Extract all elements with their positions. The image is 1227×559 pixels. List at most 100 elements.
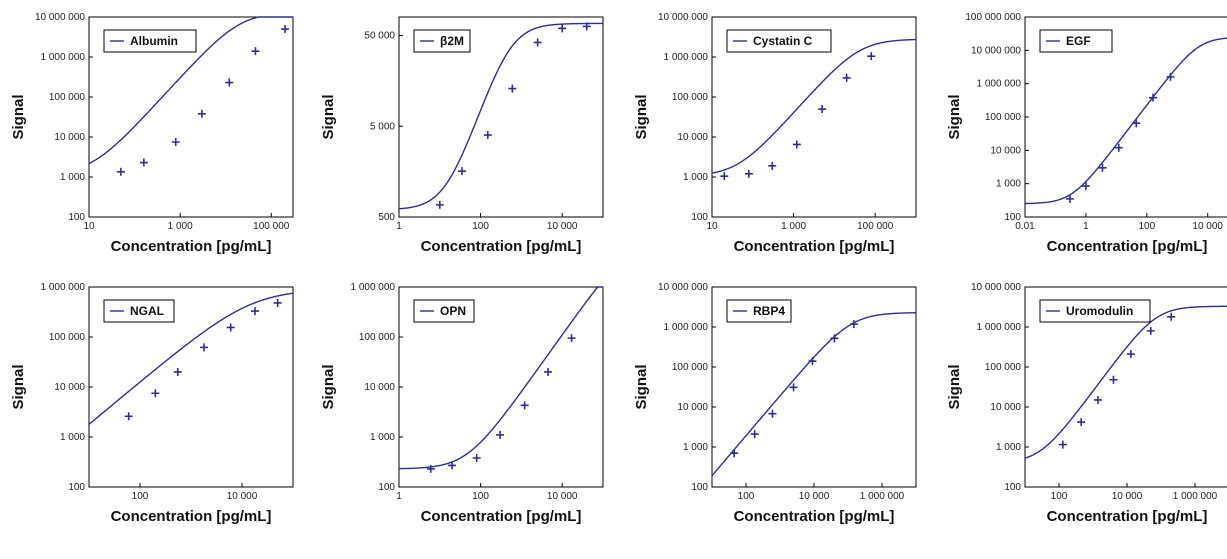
- x-tick-label: 10: [83, 221, 95, 232]
- x-tick-label: 1: [396, 491, 402, 502]
- data-point: [849, 320, 858, 329]
- data-point: [139, 158, 148, 167]
- data-point: [808, 357, 817, 366]
- x-axis-title: Concentration [pg/mL]: [734, 508, 895, 525]
- y-tick-label: 10 000 000: [971, 282, 1021, 293]
- y-tick-label: 100: [691, 212, 708, 223]
- data-point: [818, 105, 827, 114]
- y-tick-label: 10 000: [677, 402, 708, 413]
- y-tick-label: 1 000: [683, 172, 708, 183]
- y-tick-label: 100: [68, 482, 85, 493]
- y-axis-title: Signal: [633, 94, 650, 139]
- legend-label: RBP4: [753, 304, 785, 318]
- x-tick-label: 100 000: [857, 221, 894, 232]
- data-point: [842, 73, 851, 82]
- legend-label: OPN: [440, 304, 466, 318]
- x-axis-title: Concentration [pg/mL]: [421, 238, 582, 255]
- x-tick-label: 1 000: [781, 221, 806, 232]
- y-tick-label: 1 000: [996, 442, 1021, 453]
- fit-curve: [88, 292, 294, 425]
- fit-curve: [398, 22, 603, 210]
- y-tick-label: 1 000: [60, 172, 85, 183]
- x-axis-title: Concentration [pg/mL]: [111, 238, 272, 255]
- data-point: [496, 430, 505, 439]
- y-tick-label: 500: [378, 212, 395, 223]
- data-point: [558, 24, 567, 33]
- y-axis-title: Signal: [320, 364, 337, 409]
- y-tick-label: 10 000: [990, 145, 1021, 156]
- x-tick-label: 100: [132, 491, 149, 502]
- chart-panel: 100 1 000 10 000 100 000 1 000 000 10 000 000…: [633, 12, 917, 255]
- data-point: [768, 409, 777, 418]
- data-point: [483, 131, 492, 140]
- y-tick-label: 1 000 000: [41, 52, 86, 63]
- y-tick-label: 100: [68, 212, 85, 223]
- x-axis-title: Concentration [pg/mL]: [734, 238, 895, 255]
- data-point: [1146, 326, 1155, 335]
- data-point: [448, 461, 457, 470]
- data-point: [792, 140, 801, 149]
- data-point: [124, 412, 133, 421]
- x-tick-label: 1: [1083, 221, 1089, 232]
- data-point: [867, 52, 876, 61]
- data-point: [544, 367, 553, 376]
- x-axis-title: Concentration [pg/mL]: [1047, 238, 1208, 255]
- y-axis-title: Signal: [946, 94, 963, 139]
- legend-box: [726, 29, 832, 53]
- x-tick-label: 1 000 000: [1173, 491, 1218, 502]
- data-point: [520, 401, 529, 410]
- data-point: [251, 47, 260, 56]
- data-point: [1149, 93, 1158, 102]
- y-tick-label: 100 000: [359, 332, 396, 343]
- y-axis-title: Signal: [320, 94, 337, 139]
- data-point: [200, 343, 209, 352]
- data-point: [1081, 182, 1090, 191]
- legend-label: EGF: [1066, 34, 1091, 48]
- y-tick-label: 10 000 000: [658, 282, 708, 293]
- y-tick-label: 100: [1004, 212, 1021, 223]
- x-tick-label: 1: [396, 221, 402, 232]
- data-point: [1109, 375, 1118, 384]
- plot-frame: [88, 16, 294, 218]
- data-point: [567, 334, 576, 343]
- data-point: [1077, 418, 1086, 427]
- x-tick-label: 100: [738, 491, 755, 502]
- plot-frame: [398, 16, 604, 218]
- chart-panel: 100 1 000 10 000 100 000 1 000 000 10 000 000…: [10, 12, 294, 255]
- y-tick-label: 100: [378, 482, 395, 493]
- x-tick-label: 100: [1051, 491, 1068, 502]
- legend-box: [413, 299, 475, 323]
- legend-label: NGAL: [130, 304, 164, 318]
- y-tick-label: 10 000: [54, 132, 85, 143]
- x-tick-label: 100: [1138, 221, 1155, 232]
- data-point: [116, 167, 125, 176]
- data-point: [426, 464, 435, 473]
- data-point: [225, 78, 234, 87]
- x-axis-title: Concentration [pg/mL]: [1047, 508, 1208, 525]
- data-point: [744, 169, 753, 178]
- x-axis-title: Concentration [pg/mL]: [111, 508, 272, 525]
- y-axis-title: Signal: [946, 364, 963, 409]
- y-tick-label: 10 000: [677, 132, 708, 143]
- y-tick-label: 100 000: [49, 92, 86, 103]
- legend-box: [413, 29, 471, 53]
- data-point: [171, 137, 180, 146]
- y-tick-label: 100 000 000: [965, 12, 1021, 23]
- y-tick-label: 10 000: [364, 382, 395, 393]
- fit-curve: [711, 38, 917, 174]
- y-tick-label: 10 000: [54, 382, 85, 393]
- data-point: [1065, 194, 1074, 203]
- y-tick-label: 1 000 000: [664, 52, 709, 63]
- data-point: [1132, 119, 1141, 128]
- data-point: [1093, 395, 1102, 404]
- legend-box: [1039, 29, 1113, 53]
- x-tick-label: 10 000: [1112, 491, 1143, 502]
- x-tick-label: 0.01: [1015, 221, 1035, 232]
- fit-curve: [711, 312, 917, 477]
- y-tick-label: 100 000: [672, 92, 709, 103]
- y-axis-title: Signal: [10, 94, 27, 139]
- legend-box: [1039, 299, 1151, 323]
- x-tick-label: 100: [472, 221, 489, 232]
- chart-panel: 500 5 000 50 000 1 100 10 000 Concentration [p…: [320, 16, 604, 255]
